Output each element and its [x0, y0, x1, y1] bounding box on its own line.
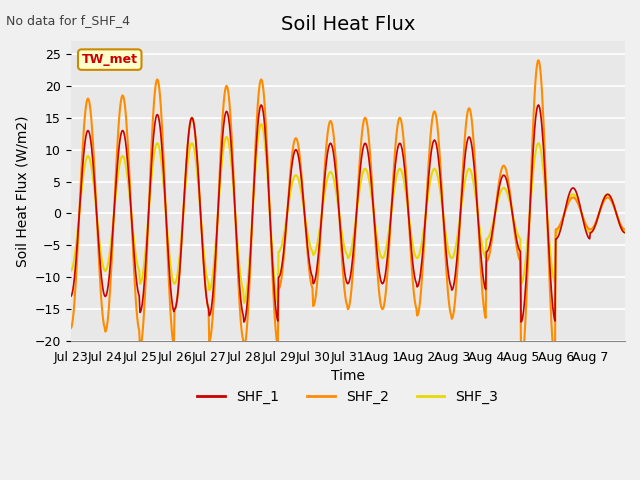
X-axis label: Time: Time	[331, 370, 365, 384]
Title: Soil Heat Flux: Soil Heat Flux	[280, 15, 415, 34]
Text: TW_met: TW_met	[82, 53, 138, 66]
Legend: SHF_1, SHF_2, SHF_3: SHF_1, SHF_2, SHF_3	[192, 384, 504, 409]
Text: No data for f_SHF_4: No data for f_SHF_4	[6, 14, 131, 27]
Y-axis label: Soil Heat Flux (W/m2): Soil Heat Flux (W/m2)	[15, 115, 29, 267]
